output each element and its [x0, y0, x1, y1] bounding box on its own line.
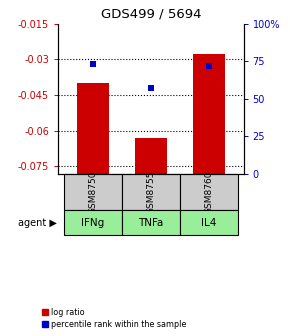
Bar [64, 173, 122, 210]
Bar [77, 83, 109, 173]
Text: GSM8750: GSM8750 [88, 170, 97, 214]
Bar [180, 210, 238, 235]
Text: GSM8760: GSM8760 [204, 170, 213, 214]
Bar [64, 210, 122, 235]
Text: IFNg: IFNg [81, 218, 104, 228]
Bar [180, 173, 238, 210]
Text: IL4: IL4 [201, 218, 217, 228]
Text: TNFa: TNFa [138, 218, 164, 228]
Legend: log ratio, percentile rank within the sample: log ratio, percentile rank within the sa… [42, 308, 187, 329]
Bar [122, 210, 180, 235]
Text: agent ▶: agent ▶ [18, 218, 57, 228]
Title: GDS499 / 5694: GDS499 / 5694 [101, 8, 201, 21]
Bar [135, 138, 167, 173]
Bar [193, 54, 225, 173]
Text: GSM8755: GSM8755 [146, 170, 155, 214]
Bar [122, 173, 180, 210]
